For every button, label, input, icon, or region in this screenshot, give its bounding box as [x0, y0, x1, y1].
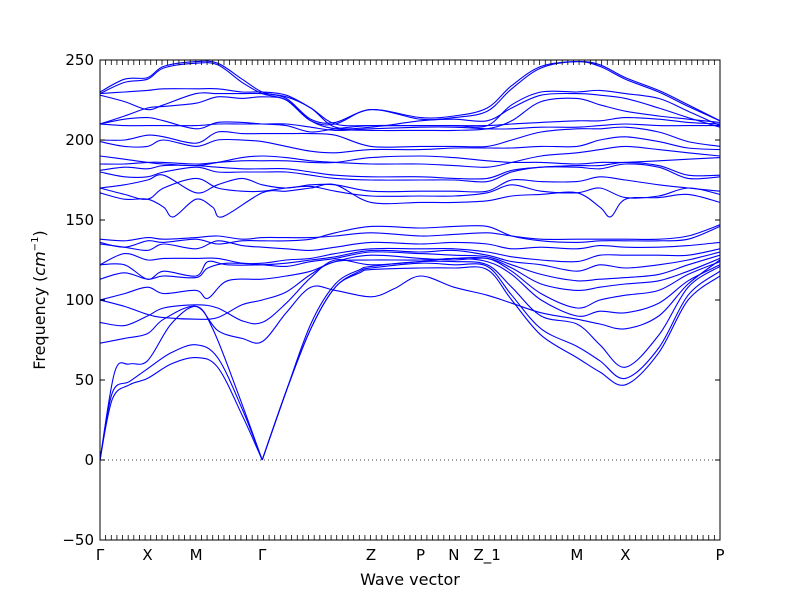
phonon-band — [100, 96, 720, 132]
phonon-band — [100, 177, 720, 200]
phonon-band — [100, 60, 720, 124]
y-axis-label-exponent: −1 — [30, 237, 41, 252]
phonon-band — [100, 145, 720, 168]
x-tick-label: M — [190, 546, 203, 564]
x-tick-label: Z — [366, 546, 376, 564]
x-tick-label: P — [715, 546, 724, 564]
phonon-band — [100, 249, 720, 280]
phonon-band — [100, 225, 720, 248]
y-tick-label: −50 — [62, 531, 94, 549]
phonon-band — [100, 251, 720, 282]
y-axis-label: Frequency (cm−1) — [30, 230, 49, 369]
x-axis-label: Wave vector — [360, 570, 460, 589]
phonon-band — [100, 155, 720, 165]
x-tick-label: X — [620, 546, 630, 564]
y-axis-label-suffix: ) — [30, 230, 49, 236]
phonon-band — [100, 240, 720, 252]
y-tick-label: 150 — [65, 211, 94, 229]
x-tick-label: N — [448, 546, 459, 564]
y-tick-label: 50 — [75, 371, 94, 389]
phonon-band — [100, 136, 720, 154]
phonon-band — [261, 260, 720, 461]
bands-layer — [100, 60, 720, 461]
phonon-band — [100, 126, 720, 148]
x-tick-label: X — [142, 546, 152, 564]
x-tick-label: Γ — [96, 546, 105, 564]
y-ticks: −50 0 50 100 150 200 250 — [62, 51, 720, 549]
phonon-band — [100, 257, 720, 327]
x-tick-label: Z_1 — [474, 546, 501, 565]
phonon-band — [100, 183, 720, 218]
plot-frame — [99, 59, 721, 541]
y-tick-label: 100 — [65, 291, 94, 309]
phonon-band — [100, 224, 720, 242]
phonon-band — [100, 259, 720, 344]
phonon-band — [100, 174, 720, 194]
phonon-band — [100, 247, 720, 266]
phonon-band — [100, 92, 720, 130]
phonon-band — [100, 163, 720, 183]
phonon-band — [100, 256, 720, 320]
phonon-band — [261, 262, 720, 461]
phonon-band — [100, 88, 720, 128]
y-tick-label: 0 — [84, 451, 94, 469]
y-tick-label: 200 — [65, 131, 94, 149]
x-tick-label: Γ — [258, 546, 267, 564]
phonon-band — [100, 344, 263, 461]
y-axis-label-unit: cm — [30, 251, 49, 275]
x-tick-label: M — [570, 546, 583, 564]
y-tick-label: 250 — [65, 51, 94, 69]
y-axis-label-prefix: Frequency ( — [30, 276, 49, 370]
x-tick-label: P — [416, 546, 425, 564]
phonon-band — [100, 254, 720, 301]
phonon-band — [100, 305, 263, 461]
phonon-band — [100, 357, 263, 461]
phonon-band — [100, 123, 720, 131]
